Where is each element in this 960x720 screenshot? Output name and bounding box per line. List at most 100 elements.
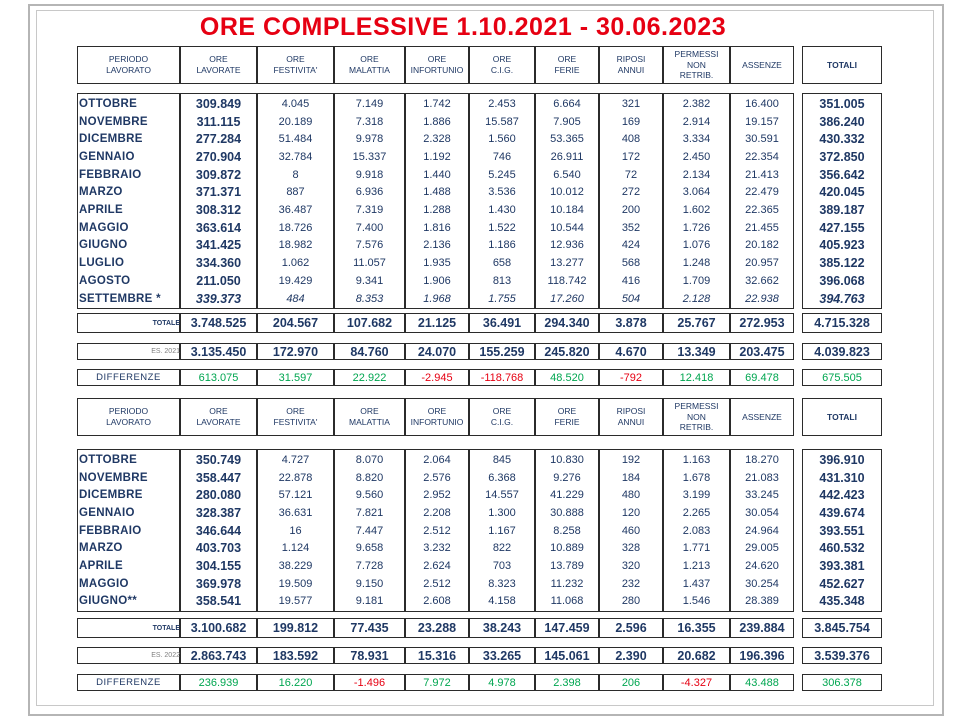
column-frame [77,449,180,613]
difference-frame [257,674,334,691]
table-cell: 371.371 [195,185,242,200]
month-label: MAGGIO [79,577,129,590]
page-title: ORE COMPLESSIVE 1.10.2021 - 30.06.2023 [199,13,727,41]
column-header-line: RETRIB. [679,422,714,433]
column-header: ORE LAVORATE [180,46,257,84]
month-label: DICEMBRE [79,489,143,502]
column-header-line: INFORTUNIO [410,417,464,427]
total-frame [599,618,663,638]
table-cell: 4.045 [281,97,310,110]
table-cell: 32.784 [278,150,313,163]
prev-year-frame [405,647,469,664]
table-cell: 1.213 [682,560,711,573]
difference-label: DIFFERENZE [96,372,161,383]
column-header-line: PERMESSI [674,49,719,60]
month-label: NOVEMBRE [79,471,148,484]
table-cell: 4.727 [281,453,310,466]
table-cell: 7.905 [553,115,581,128]
table-cell: 2.512 [423,577,451,590]
difference-value: 16.220 [278,676,313,689]
row-total: 356.642 [819,167,865,182]
prev-year-value: 15.316 [417,648,457,663]
column-frame [663,93,730,310]
total-value: 107.682 [346,316,393,330]
table-cell: 22.365 [745,204,779,217]
prev-year-frame [535,343,599,360]
column-header-line: ASSENZE [742,411,782,422]
row-total: 439.674 [819,505,865,520]
total-value: 23.288 [417,621,457,635]
table-cell: 346.644 [195,523,242,538]
table-cell: 19.429 [278,274,313,287]
difference-frame [663,369,730,386]
column-header-line: ORE [557,54,577,65]
difference-frame [180,369,257,386]
column-header-line: PERIODO [108,54,149,65]
total-frame [535,313,599,333]
table-cell: 308.312 [195,203,242,218]
table-cell: 24.964 [745,524,779,537]
total-frame [730,618,794,638]
table-cell: 6.936 [355,186,384,199]
table-cell: 9.276 [553,471,581,484]
table-cell: 358.447 [195,470,242,485]
table-cell: 1.678 [682,471,711,484]
column-header-line: ORE [209,54,228,65]
row-total: 435.348 [819,594,865,609]
month-label: GENNAIO [79,150,135,163]
prev-year-value: 84.760 [350,344,389,359]
column-header-line: PERIODO [108,406,149,417]
prev-year-value: 183.592 [272,648,319,663]
table-cell: 1.167 [488,524,516,537]
table-cell: 8.070 [355,453,384,466]
table-cell: 309.849 [195,96,242,111]
table-cell: 1.709 [682,274,711,287]
difference-value: 22.922 [352,371,387,384]
table-cell: 1.437 [682,577,711,590]
totals-column-frame [802,449,882,613]
difference-value: 206 [621,676,641,689]
table-cell: 2.576 [423,471,451,484]
table-cell: 184 [621,471,641,484]
total-frame [180,618,257,638]
prev-year-value: 24.070 [417,344,457,359]
column-header-line: ORE [557,406,577,417]
table-cell: 51.484 [278,133,313,146]
table-cell: 309.872 [195,167,242,182]
table-cell: 2.328 [423,133,451,146]
prev-year-total: 3.539.376 [814,648,870,663]
column-header: ORE C.I.G. [469,46,535,84]
column-header-line: FESTIVITA' [273,417,318,427]
difference-frame [405,369,469,386]
month-label: GIUGNO** [79,595,137,608]
table-cell: 9.341 [355,274,384,287]
table-cell: 350.749 [195,452,242,467]
table-cell: 22.878 [278,471,313,484]
table-cell: 21.413 [745,168,779,181]
prev-year-frame [599,343,663,360]
column-frame [469,93,535,310]
difference-value: -2.945 [421,371,453,384]
prev-year-frame [599,647,663,664]
column-header-line: MALATTIA [349,65,390,75]
difference-frame [599,369,663,386]
prev-year-value: 155.259 [479,344,525,359]
table-cell: 14.557 [485,489,519,502]
totals-header: TOTALI [802,46,882,84]
difference-value: 31.597 [278,371,313,384]
table-cell: 2.450 [682,150,711,163]
prev-year-value: 3.135.450 [190,344,247,359]
prev-year-frame [334,647,405,664]
table-cell: 3.334 [682,133,711,146]
column-header-line: NON [687,59,706,70]
table-cell: 10.544 [550,221,584,234]
table-cell: 341.425 [195,238,242,253]
table-cell: 504 [621,292,641,305]
table-cell: 746 [492,150,512,163]
table-cell: 328 [621,542,641,555]
row-total: 389.187 [819,203,865,218]
column-header-line: FERIE [554,417,580,427]
difference-total: 306.378 [822,676,862,689]
column-header-line: ORE [427,406,447,417]
table-cell: 22.479 [745,186,779,199]
